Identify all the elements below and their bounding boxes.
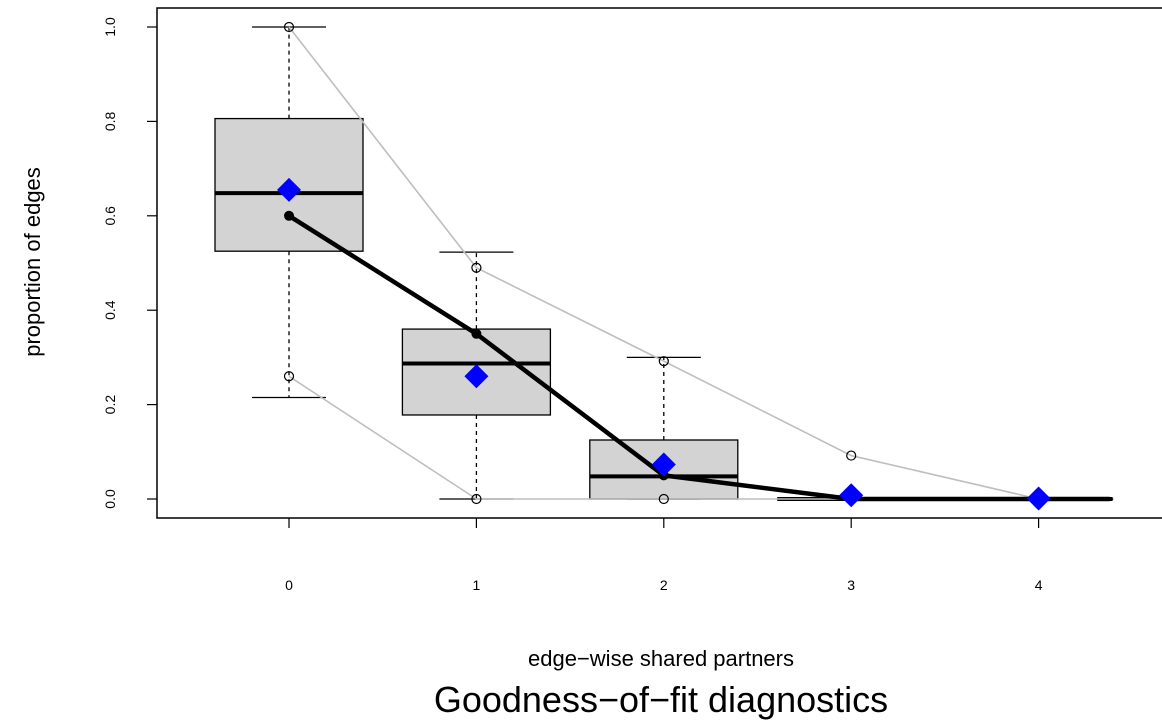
range-layer — [283, 21, 1039, 505]
y-tick-label: 0.4 — [102, 300, 118, 320]
boxes-layer — [214, 26, 1114, 501]
range-upper-line-point — [283, 21, 295, 33]
mean-diamond — [464, 364, 489, 389]
observed-point — [471, 328, 482, 339]
range-upper-line-point — [471, 262, 482, 273]
mean-diamond — [1026, 486, 1051, 511]
x-tick-label: 1 — [473, 577, 481, 593]
mean-diamond — [839, 483, 864, 508]
x-tick-label: 3 — [847, 577, 855, 593]
mean-layer — [277, 177, 1051, 511]
mean-diamond — [277, 177, 301, 202]
range-lower-line-point — [658, 493, 669, 505]
y-tick-label: 0.0 — [102, 489, 118, 509]
chart-title: Goodness−of−fit diagnostics — [434, 679, 888, 720]
range-upper-line — [288, 26, 1039, 500]
range-lower-line-point — [471, 493, 482, 505]
axes-layer: 0.0 0.2 0.4 0.6 0.8 1.0 0 1 2 3 4 — [102, 7, 1162, 593]
x-axis-title: edge−wise shared partners — [528, 646, 794, 671]
x-tick-label: 0 — [285, 577, 293, 593]
x-tick-label: 4 — [1035, 577, 1043, 593]
mean-diamond — [651, 452, 676, 477]
plot-frame — [156, 7, 1162, 519]
y-tick-label: 0.6 — [102, 206, 118, 226]
range-upper-line-point — [846, 450, 857, 461]
x-tick-label: 2 — [660, 577, 668, 593]
y-tick-label: 0.8 — [102, 111, 118, 131]
range-upper-line-point — [658, 356, 669, 367]
range-lower-line-point — [283, 371, 295, 382]
observed-point — [284, 210, 294, 221]
y-axis-title: proportion of edges — [20, 167, 45, 357]
y-tick-label: 1.0 — [102, 17, 118, 37]
y-tick-label: 0.2 — [102, 395, 118, 415]
observed-line — [287, 213, 1110, 502]
